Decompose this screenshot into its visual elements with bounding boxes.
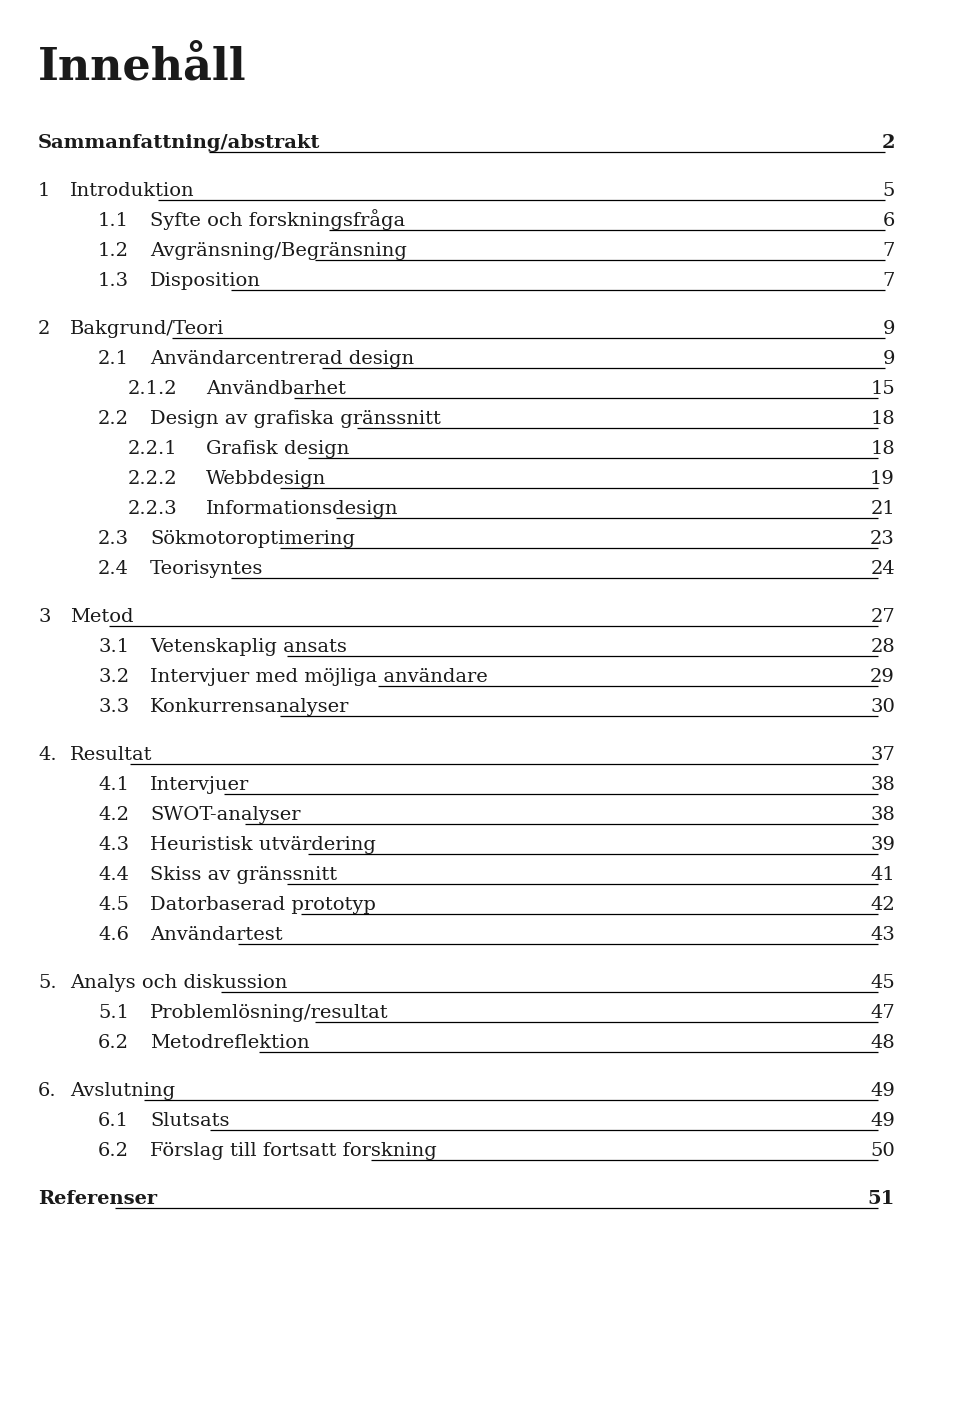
Text: Teorisyntes: Teorisyntes (150, 559, 263, 578)
Text: 6: 6 (882, 212, 895, 229)
Text: 4.2: 4.2 (98, 806, 129, 824)
Text: 1.1: 1.1 (98, 212, 129, 229)
Text: Analys och diskussion: Analys och diskussion (70, 974, 287, 993)
Text: Användartest: Användartest (150, 926, 282, 944)
Text: Intervjuer: Intervjuer (150, 776, 250, 794)
Text: 2: 2 (881, 135, 895, 152)
Text: 38: 38 (870, 806, 895, 824)
Text: Avgränsning/Begränsning: Avgränsning/Begränsning (150, 242, 407, 261)
Text: 4.3: 4.3 (98, 835, 130, 854)
Text: 37: 37 (870, 746, 895, 765)
Text: 2.2: 2.2 (98, 411, 129, 428)
Text: 3: 3 (38, 607, 51, 626)
Text: Slutsats: Slutsats (150, 1112, 229, 1130)
Text: Konkurrensanalyser: Konkurrensanalyser (150, 698, 349, 716)
Text: 41: 41 (871, 867, 895, 884)
Text: 24: 24 (871, 559, 895, 578)
Text: 6.2: 6.2 (98, 1141, 129, 1160)
Text: 49: 49 (870, 1112, 895, 1130)
Text: 2: 2 (38, 320, 50, 338)
Text: 5.1: 5.1 (98, 1004, 129, 1022)
Text: 23: 23 (870, 530, 895, 548)
Text: 9: 9 (882, 350, 895, 368)
Text: Datorbaserad prototyp: Datorbaserad prototyp (150, 896, 376, 913)
Text: Skiss av gränssnitt: Skiss av gränssnitt (150, 867, 337, 884)
Text: Informationsdesign: Informationsdesign (206, 500, 398, 518)
Text: 7: 7 (882, 242, 895, 261)
Text: 9: 9 (882, 320, 895, 338)
Text: Introduktion: Introduktion (70, 183, 195, 200)
Text: 15: 15 (871, 379, 895, 398)
Text: 6.: 6. (38, 1082, 57, 1100)
Text: Webbdesign: Webbdesign (206, 470, 326, 489)
Text: 4.6: 4.6 (98, 926, 129, 944)
Text: 7: 7 (882, 272, 895, 290)
Text: 45: 45 (871, 974, 895, 993)
Text: Vetenskaplig ansats: Vetenskaplig ansats (150, 639, 347, 656)
Text: 4.1: 4.1 (98, 776, 129, 794)
Text: 4.5: 4.5 (98, 896, 129, 913)
Text: Intervjuer med möjliga användare: Intervjuer med möjliga användare (150, 668, 488, 685)
Text: 38: 38 (870, 776, 895, 794)
Text: 5.: 5. (38, 974, 57, 993)
Text: 2.4: 2.4 (98, 559, 129, 578)
Text: 49: 49 (870, 1082, 895, 1100)
Text: Avslutning: Avslutning (70, 1082, 175, 1100)
Text: 27: 27 (871, 607, 895, 626)
Text: 21: 21 (871, 500, 895, 518)
Text: 47: 47 (871, 1004, 895, 1022)
Text: 18: 18 (871, 411, 895, 428)
Text: Disposition: Disposition (150, 272, 261, 290)
Text: 2.1.2: 2.1.2 (128, 379, 178, 398)
Text: Sammanfattning/abstrakt: Sammanfattning/abstrakt (38, 135, 321, 152)
Text: 1.3: 1.3 (98, 272, 130, 290)
Text: 43: 43 (870, 926, 895, 944)
Text: Syfte och forskningsfråga: Syfte och forskningsfråga (150, 210, 405, 229)
Text: 2.3: 2.3 (98, 530, 130, 548)
Text: 2.2.1: 2.2.1 (128, 440, 178, 457)
Text: 5: 5 (882, 183, 895, 200)
Text: Referenser: Referenser (38, 1189, 157, 1208)
Text: 29: 29 (870, 668, 895, 685)
Text: 30: 30 (870, 698, 895, 716)
Text: 48: 48 (871, 1034, 895, 1052)
Text: 42: 42 (871, 896, 895, 913)
Text: 1: 1 (38, 183, 50, 200)
Text: Användarcentrerad design: Användarcentrerad design (150, 350, 414, 368)
Text: Innehåll: Innehåll (38, 45, 247, 89)
Text: 2.1: 2.1 (98, 350, 129, 368)
Text: 28: 28 (871, 639, 895, 656)
Text: Resultat: Resultat (70, 746, 153, 765)
Text: 39: 39 (870, 835, 895, 854)
Text: 3.1: 3.1 (98, 639, 130, 656)
Text: Bakgrund/Teori: Bakgrund/Teori (70, 320, 225, 338)
Text: 50: 50 (871, 1141, 895, 1160)
Text: Sökmotoroptimering: Sökmotoroptimering (150, 530, 355, 548)
Text: 4.4: 4.4 (98, 867, 129, 884)
Text: Användbarhet: Användbarhet (206, 379, 346, 398)
Text: Metodreflektion: Metodreflektion (150, 1034, 310, 1052)
Text: 18: 18 (871, 440, 895, 457)
Text: Grafisk design: Grafisk design (206, 440, 349, 457)
Text: 6.1: 6.1 (98, 1112, 129, 1130)
Text: 6.2: 6.2 (98, 1034, 129, 1052)
Text: Problemlösning/resultat: Problemlösning/resultat (150, 1004, 389, 1022)
Text: SWOT-analyser: SWOT-analyser (150, 806, 300, 824)
Text: 2.2.3: 2.2.3 (128, 500, 178, 518)
Text: 1.2: 1.2 (98, 242, 129, 261)
Text: 2.2.2: 2.2.2 (128, 470, 178, 489)
Text: 3.3: 3.3 (98, 698, 130, 716)
Text: Förslag till fortsatt forskning: Förslag till fortsatt forskning (150, 1141, 437, 1160)
Text: Metod: Metod (70, 607, 133, 626)
Text: Heuristisk utvärdering: Heuristisk utvärdering (150, 835, 376, 854)
Text: Design av grafiska gränssnitt: Design av grafiska gränssnitt (150, 411, 441, 428)
Text: 3.2: 3.2 (98, 668, 130, 685)
Text: 4.: 4. (38, 746, 57, 765)
Text: 19: 19 (870, 470, 895, 489)
Text: 51: 51 (868, 1189, 895, 1208)
